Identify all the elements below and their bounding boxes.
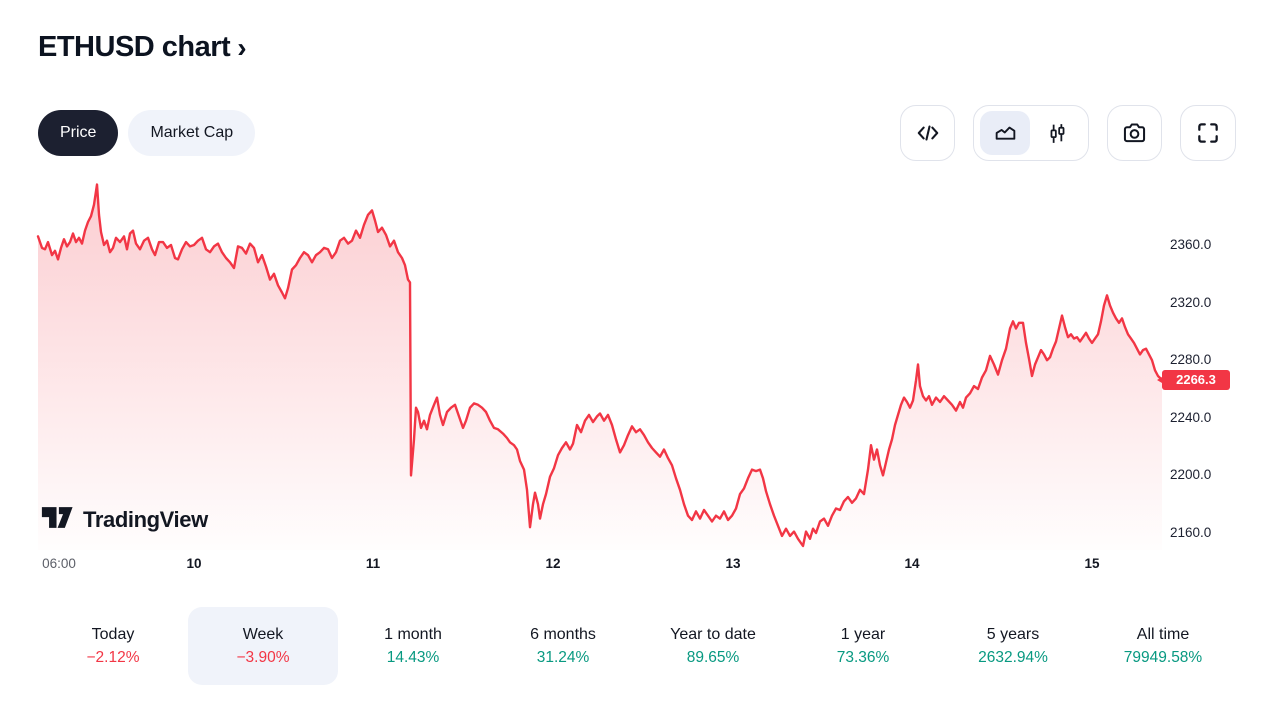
tab-price[interactable]: Price: [38, 110, 119, 156]
metric-tabs: Price Market Cap: [38, 110, 256, 156]
area-chart-icon: [993, 121, 1018, 146]
range-label: Year to date: [670, 625, 756, 643]
embed-code-button[interactable]: [900, 105, 955, 161]
price-tick-label: 2240.0: [1170, 409, 1212, 425]
range-value: −3.90%: [236, 648, 290, 666]
tradingview-attribution-link[interactable]: TradingView: [40, 504, 208, 536]
camera-icon: [1121, 120, 1148, 147]
price-tick-label: 2320.0: [1170, 294, 1212, 310]
tradingview-wordmark: TradingView: [83, 507, 208, 532]
area-chart-style-button[interactable]: [980, 111, 1030, 155]
range-all-time[interactable]: All time 79949.58%: [1088, 607, 1238, 685]
time-tick-label: 06:00: [42, 556, 76, 571]
range-value: −2.12%: [86, 648, 140, 666]
range-label: All time: [1136, 625, 1190, 643]
page-title: ETHUSD chart: [38, 30, 231, 63]
price-tick-label: 2360.0: [1170, 237, 1212, 252]
price-tick-label: 2280.0: [1170, 352, 1212, 368]
range-today[interactable]: Today −2.12%: [38, 607, 188, 685]
price-tick-label: 2200.0: [1170, 467, 1212, 483]
time-tick-label: 10: [186, 556, 202, 571]
time-tick-label: 13: [725, 556, 741, 571]
snapshot-button[interactable]: [1107, 105, 1162, 161]
fullscreen-button[interactable]: [1180, 105, 1236, 161]
price-line: [36, 183, 1164, 548]
chevron-right-icon: ›: [237, 32, 247, 63]
chart-style-toggle: [973, 105, 1089, 161]
last-price-badge: 2266.3: [1157, 369, 1230, 390]
range-label: 5 years: [986, 625, 1040, 643]
time-tick-label: 14: [904, 556, 920, 571]
candles-icon: [1045, 121, 1070, 146]
tab-market-cap[interactable]: Market Cap: [128, 110, 256, 156]
time-axis[interactable]: 06:00 10 11 12 13 14 15: [0, 556, 1280, 576]
range-value: 2632.94%: [978, 648, 1048, 666]
time-tick-label: 11: [365, 556, 381, 571]
range-label: Week: [242, 625, 284, 643]
range-week[interactable]: Week −3.90%: [188, 607, 338, 685]
range-label: Today: [91, 625, 135, 643]
tradingview-logo-icon: [40, 504, 74, 536]
range-1-month[interactable]: 1 month 14.43%: [338, 607, 488, 685]
range-label: 1 month: [384, 625, 442, 643]
fullscreen-icon: [1195, 120, 1221, 146]
chart-toolbar: [900, 105, 1236, 161]
price-area-chart[interactable]: [0, 170, 1280, 560]
range-selector: Today −2.12% Week −3.90% 1 month 14.43% …: [38, 607, 1238, 685]
area-fill: [38, 184, 1162, 550]
range-1-year[interactable]: 1 year 73.36%: [788, 607, 938, 685]
range-value: 89.65%: [686, 648, 740, 666]
candles-chart-style-button[interactable]: [1032, 111, 1082, 155]
range-value: 73.36%: [836, 648, 890, 666]
page-title-link[interactable]: ETHUSD chart ›: [38, 30, 247, 64]
range-label: 1 year: [840, 625, 886, 643]
time-tick-label: 12: [545, 556, 561, 571]
range-value: 79949.58%: [1123, 648, 1203, 666]
range-label: 6 months: [530, 625, 596, 643]
range-5-years[interactable]: 5 years 2632.94%: [938, 607, 1088, 685]
range-value: 14.43%: [386, 648, 440, 666]
range-value: 31.24%: [536, 648, 590, 666]
price-tick-label: 2160.0: [1170, 525, 1212, 540]
code-icon: [915, 120, 941, 146]
range-6-months[interactable]: 6 months 31.24%: [488, 607, 638, 685]
time-tick-label: 15: [1084, 556, 1100, 571]
range-year-to-date[interactable]: Year to date 89.65%: [638, 607, 788, 685]
